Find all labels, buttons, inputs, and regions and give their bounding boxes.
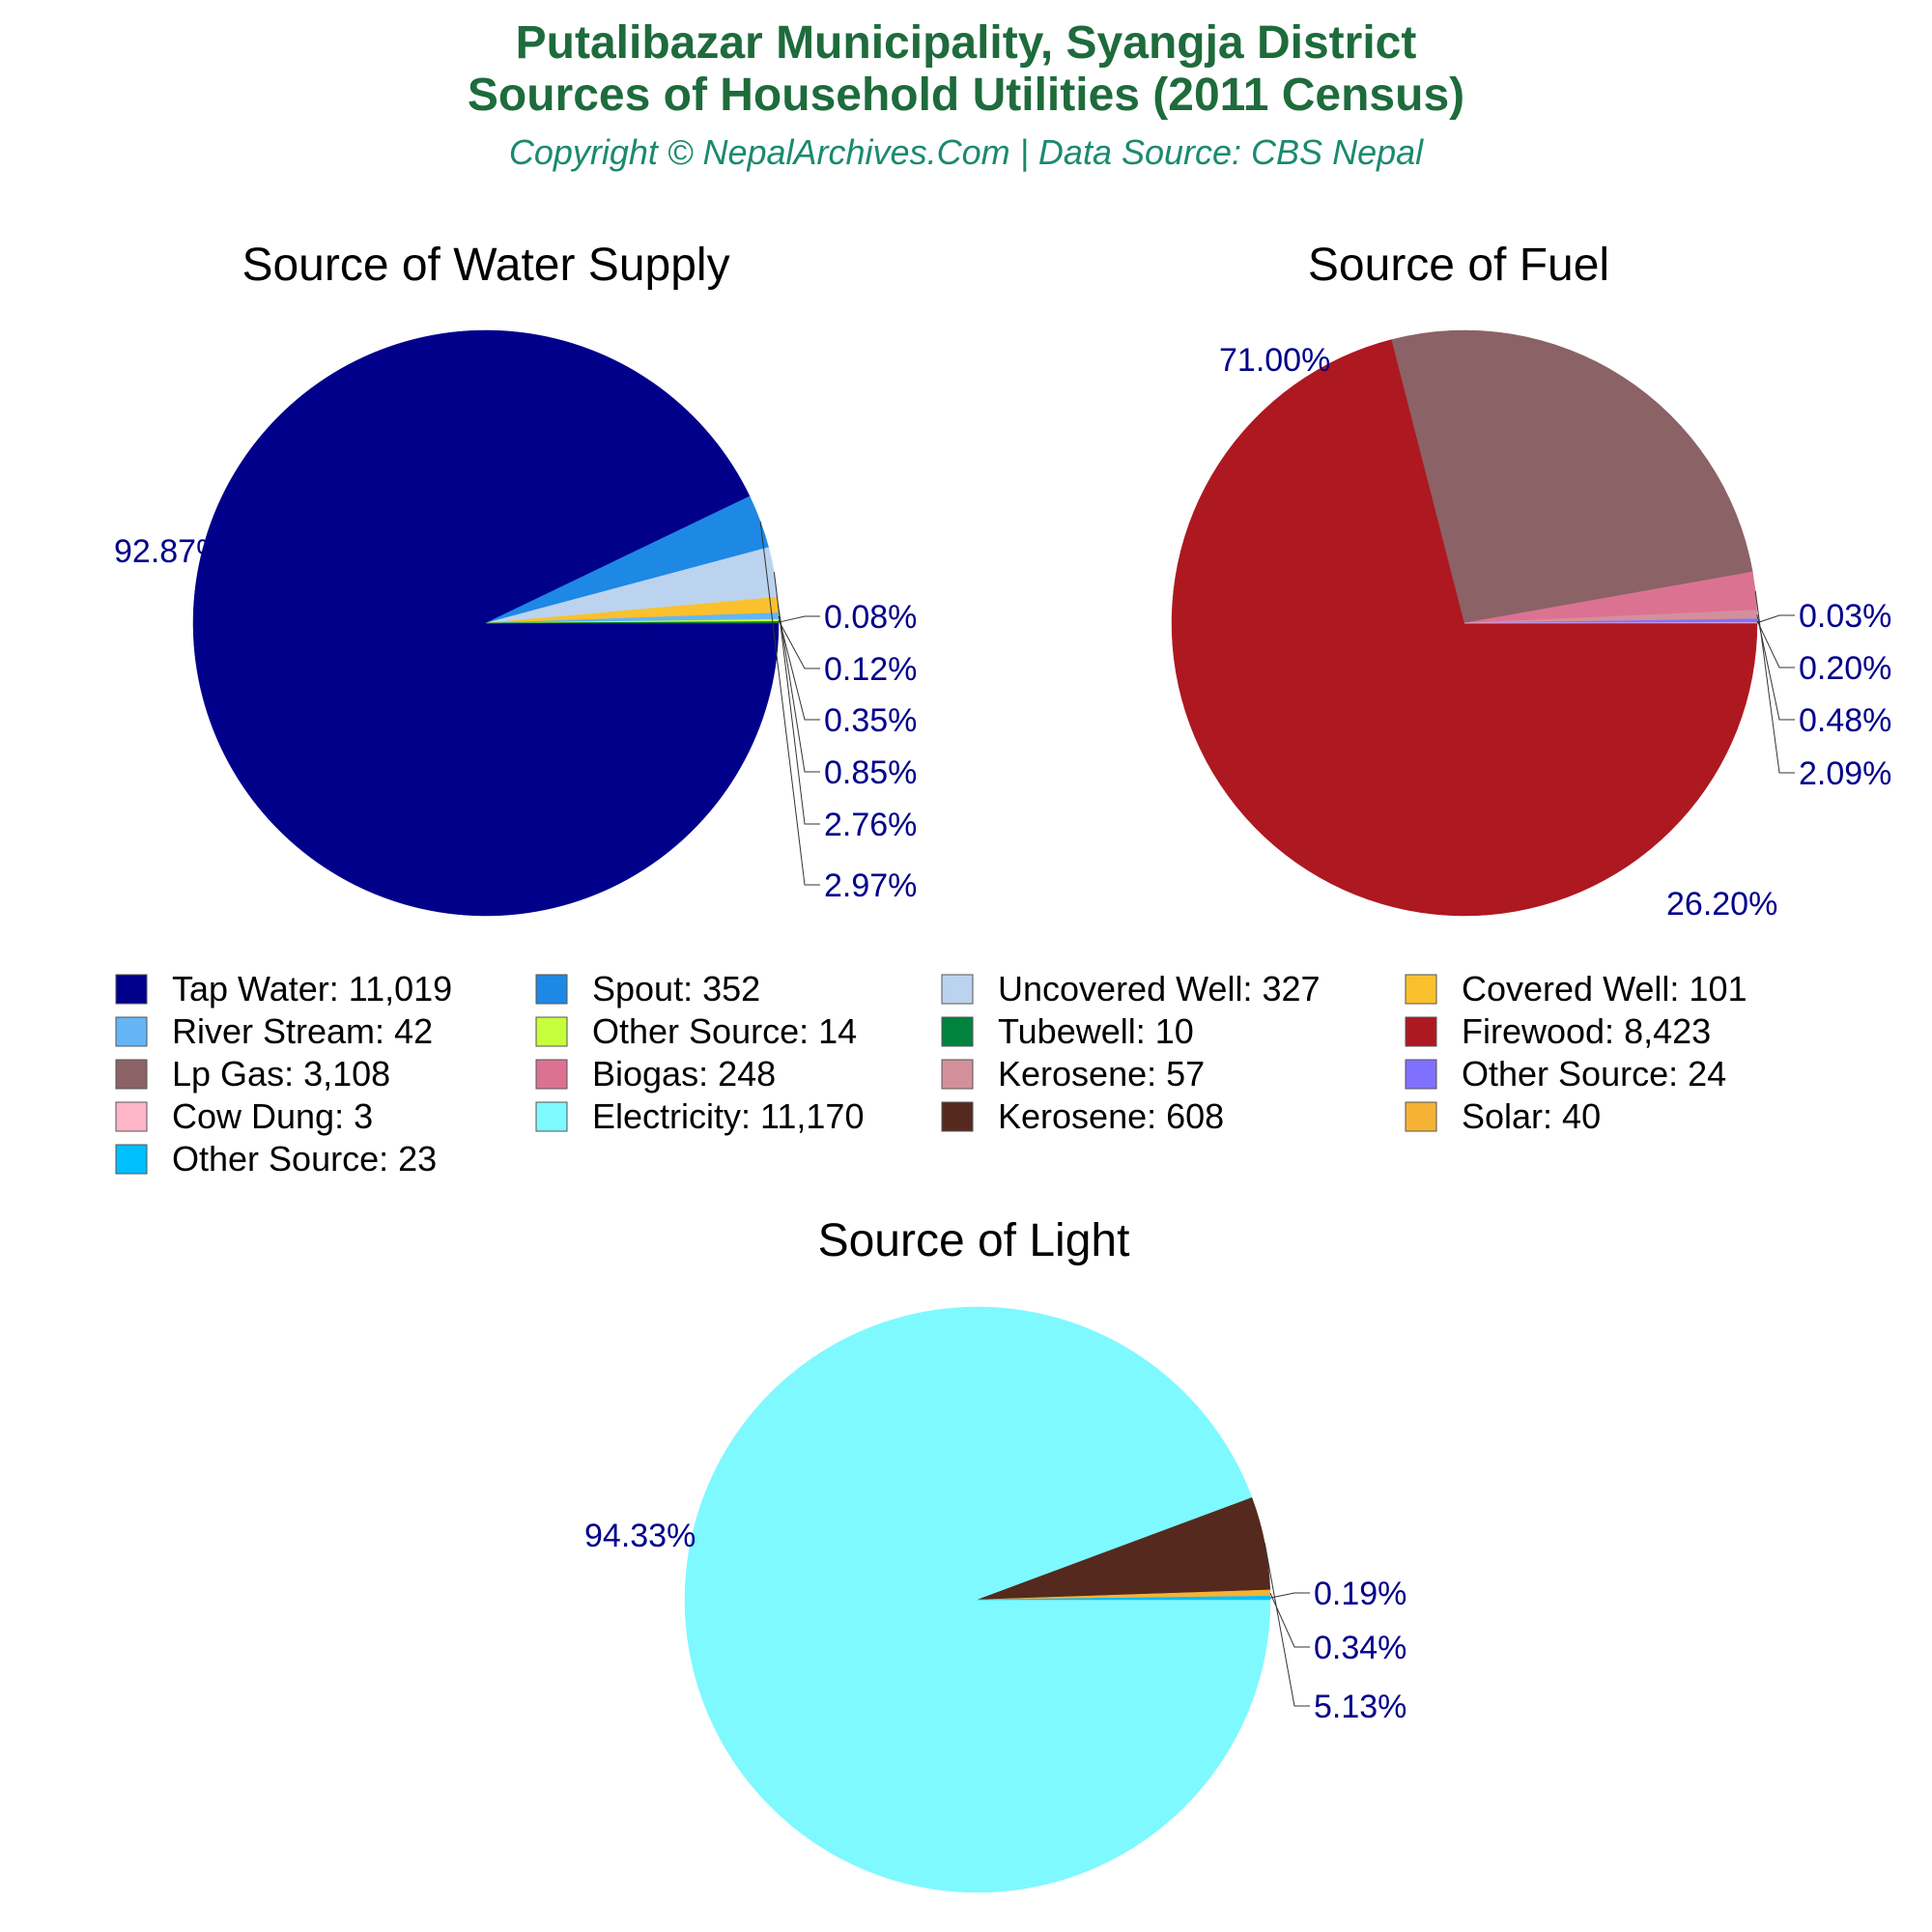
legend: Tap Water: 11,019 Spout: 352 Uncovered Wel…: [115, 969, 1747, 1179]
legend-swatch-firewood-8-423: [1405, 1016, 1437, 1047]
legend-label-river-stream-42: River Stream: 42: [172, 1011, 433, 1051]
legend-label-uncovered-well-327: Uncovered Well: 327: [998, 969, 1321, 1009]
legend-label-other-source-24: Other Source: 24: [1462, 1054, 1726, 1094]
legend-swatch-lp-gas-3-108: [115, 1059, 148, 1090]
water-pct-label-uncovered-well: 2.76%: [824, 807, 917, 843]
legend-label-cow-dung-3: Cow Dung: 3: [172, 1096, 373, 1136]
legend-label-other-source-14: Other Source: 14: [592, 1011, 857, 1051]
light-pct-label-solar: 0.34%: [1314, 1630, 1406, 1666]
legend-swatch-other-source-24: [1405, 1059, 1437, 1090]
legend-swatch-spout-352: [535, 974, 568, 1005]
light-leader-line-other-source: [1269, 1592, 1310, 1599]
light-leader-line-solar: [1269, 1592, 1310, 1648]
water-pct-label-tubewell: 0.08%: [824, 599, 917, 636]
water-chart-title: Source of Water Supply: [242, 240, 729, 291]
legend-label-biogas-248: Biogas: 248: [592, 1054, 776, 1094]
light-pct-label-electricity: 94.33%: [584, 1518, 696, 1554]
fuel-pct-label-kerosene: 0.48%: [1799, 702, 1891, 739]
legend-swatch-kerosene-608: [941, 1101, 974, 1132]
legend-label-firewood-8-423: Firewood: 8,423: [1462, 1011, 1711, 1051]
fuel-pct-label-other-source: 0.20%: [1799, 650, 1891, 687]
fuel-pct-label-cow-dung: 0.03%: [1799, 598, 1891, 635]
legend-label-tubewell-10: Tubewell: 10: [998, 1011, 1194, 1051]
water-supply-pie: 0.08% 0.12% 0.35% 0.85% 2.76% 2.97% 92.87%: [114, 329, 917, 917]
water-leader-line-spout: [759, 521, 820, 886]
figure-title-line-2: Sources of Household Utilities (2011 Cen…: [468, 70, 1464, 121]
fuel-pct-label-lp-gas: 26.20%: [1666, 886, 1777, 923]
legend-label-kerosene-608: Kerosene: 608: [998, 1096, 1224, 1136]
fuel-slice-lp-gas: [1391, 329, 1753, 624]
water-pct-label-tap-water: 92.87%: [114, 533, 225, 570]
fuel-pct-label-biogas: 2.09%: [1799, 755, 1891, 792]
light-pie: 0.19% 0.34% 5.13% 94.33%: [584, 1306, 1406, 1893]
legend-swatch-other-source-14: [535, 1016, 568, 1047]
fuel-pie: 0.03% 0.20% 0.48% 2.09% 71.00% 26.20%: [1171, 329, 1891, 923]
legend-label-covered-well-101: Covered Well: 101: [1462, 969, 1747, 1009]
legend-swatch-covered-well-101: [1405, 974, 1437, 1005]
fuel-slice-firewood: [1171, 339, 1758, 917]
legend-label-spout-352: Spout: 352: [592, 969, 760, 1009]
fuel-leader-line-biogas: [1754, 590, 1795, 774]
legend-label-lp-gas-3-108: Lp Gas: 3,108: [172, 1054, 390, 1094]
water-leader-line-other-source: [778, 620, 820, 669]
fuel-chart-title: Source of Fuel: [1308, 240, 1609, 291]
fuel-pct-label-firewood: 71.00%: [1219, 342, 1330, 379]
legend-swatch-kerosene-57: [941, 1059, 974, 1090]
legend-swatch-tap-water-11-019: [115, 974, 148, 1005]
legend-label-solar-40: Solar: 40: [1462, 1096, 1601, 1136]
legend-swatch-river-stream-42: [115, 1016, 148, 1047]
legend-swatch-cow-dung-3: [115, 1101, 148, 1132]
water-leader-line-river-stream: [778, 615, 820, 721]
legend-swatch-biogas-248: [535, 1059, 568, 1090]
water-leader-line-uncovered-well: [773, 572, 820, 825]
water-pct-label-covered-well: 0.85%: [824, 754, 917, 791]
legend-swatch-tubewell-10: [941, 1016, 974, 1047]
legend-label-kerosene-57: Kerosene: 57: [998, 1054, 1205, 1094]
legend-swatch-electricity-11-170: [535, 1101, 568, 1132]
fuel-leader-line-kerosene: [1756, 613, 1795, 721]
water-leader-line-covered-well: [777, 605, 820, 773]
light-leader-line-kerosene: [1264, 1543, 1310, 1707]
legend-label-electricity-11-170: Electricity: 11,170: [592, 1096, 864, 1136]
fuel-leader-line-other-source: [1756, 620, 1795, 668]
water-pct-label-spout: 2.97%: [824, 867, 917, 904]
fuel-leader-line-cow-dung: [1756, 614, 1795, 624]
light-chart-title: Source of Light: [818, 1215, 1130, 1266]
figure-title-line-1: Putalibazar Municipality, Syangja Distri…: [516, 17, 1417, 69]
legend-swatch-uncovered-well-327: [941, 974, 974, 1005]
legend-label-other-source-23: Other Source: 23: [172, 1139, 437, 1179]
legend-label-tap-water-11-019: Tap Water: 11,019: [172, 969, 452, 1009]
legend-swatch-solar-40: [1405, 1101, 1437, 1132]
water-leader-line-tubewell: [778, 615, 820, 623]
light-pct-label-other-source: 0.19%: [1314, 1576, 1406, 1612]
light-pct-label-kerosene: 5.13%: [1314, 1689, 1406, 1725]
legend-swatch-other-source-23: [115, 1144, 148, 1175]
figure-subtitle: Copyright © NepalArchives.Com | Data Sou…: [509, 132, 1424, 172]
water-pct-label-river-stream: 0.35%: [824, 702, 917, 739]
water-pct-label-other-source: 0.12%: [824, 651, 917, 688]
